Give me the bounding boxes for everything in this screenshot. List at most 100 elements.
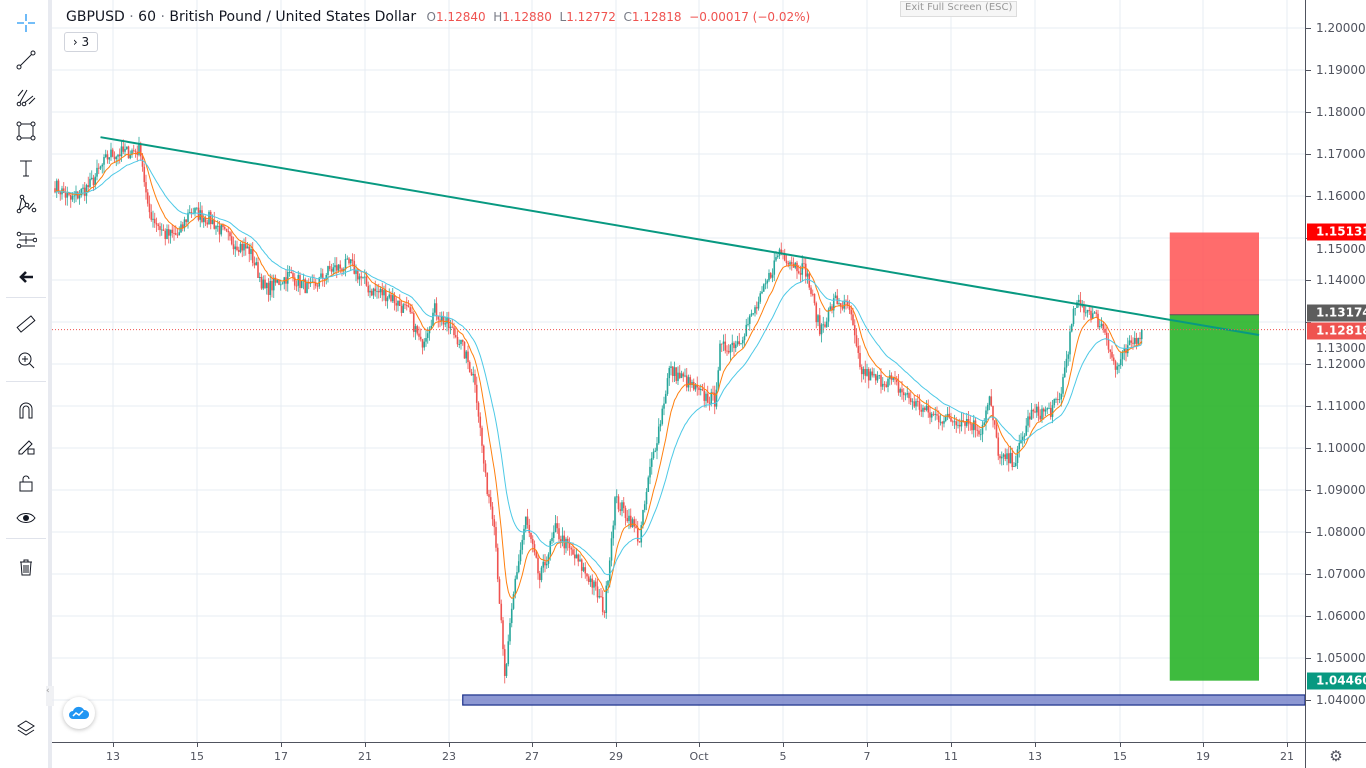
candle [855, 335, 858, 347]
candle [1062, 377, 1064, 394]
eye-icon[interactable] [10, 503, 42, 533]
candle [468, 362, 471, 373]
candle [440, 315, 443, 321]
trash-icon[interactable] [10, 552, 42, 582]
price-chart[interactable] [52, 0, 1306, 742]
candle [132, 150, 135, 152]
candle [309, 282, 312, 284]
candle [680, 373, 683, 378]
candle [349, 259, 352, 264]
candle [69, 194, 72, 200]
candle [899, 389, 902, 393]
unlock-icon[interactable] [10, 468, 42, 498]
candle [1111, 351, 1113, 358]
candle [1004, 454, 1007, 460]
candle [496, 547, 499, 580]
candle [862, 369, 865, 375]
candle [867, 369, 870, 381]
candle [880, 375, 882, 387]
time-tick [783, 743, 784, 747]
candle [162, 229, 165, 231]
candle [524, 516, 527, 529]
candle [619, 509, 622, 511]
candle [631, 519, 634, 527]
time-tick [1287, 743, 1288, 747]
indicators-toggle-button[interactable]: › 3 [64, 32, 98, 52]
candle [664, 393, 667, 404]
candle [71, 196, 74, 200]
time-label: 29 [609, 750, 623, 763]
candle [1013, 466, 1015, 467]
back-arrow-icon[interactable] [10, 262, 42, 292]
candle [533, 544, 536, 553]
candle [988, 396, 991, 405]
candle [519, 549, 522, 562]
candle [362, 276, 364, 278]
candle [622, 502, 625, 509]
candle [934, 414, 937, 415]
candle [1123, 348, 1126, 353]
candle [297, 275, 300, 286]
separator: · [129, 9, 134, 25]
text-icon[interactable] [10, 153, 42, 183]
candle [1056, 399, 1059, 400]
chart-pane[interactable] [52, 0, 1306, 742]
candle [913, 401, 916, 407]
chart-settings-gear-icon[interactable]: ⚙ [1305, 742, 1366, 768]
candle [1067, 354, 1070, 359]
candle [320, 273, 322, 278]
candle [740, 343, 742, 345]
candle [713, 392, 716, 407]
candle [1093, 312, 1096, 314]
symbol[interactable]: GBPUSD [66, 9, 125, 25]
collapse-toolbar-button[interactable]: ‹ [46, 686, 54, 706]
candle [687, 377, 690, 388]
candle [874, 374, 877, 381]
layers-icon[interactable] [10, 714, 42, 744]
pattern-icon[interactable] [10, 189, 42, 219]
candle [451, 326, 454, 328]
candle [1090, 310, 1092, 319]
candle [103, 157, 105, 165]
crosshair-icon[interactable] [10, 8, 42, 38]
candle [666, 378, 669, 394]
candle [673, 367, 676, 376]
rectangle-icon[interactable] [10, 116, 42, 146]
candle [384, 290, 387, 302]
candle [869, 371, 872, 381]
candle [295, 285, 298, 287]
candle [404, 304, 406, 306]
candle [90, 177, 93, 179]
candle [220, 224, 223, 235]
price-tick [1306, 532, 1311, 533]
candle [918, 401, 921, 410]
candle [909, 398, 912, 402]
candle [614, 497, 616, 526]
exit-fullscreen-hint[interactable]: Exit Full Screen (ESC) [900, 1, 1018, 17]
candle [356, 269, 359, 280]
candle [932, 413, 935, 415]
trend-line-icon[interactable] [10, 45, 42, 75]
candle [881, 383, 884, 387]
time-axis[interactable]: 13 15 17 21 23 27 29 Oct 5 7 11 13 15 19 21 [52, 742, 1305, 768]
pitchfork-icon[interactable] [10, 82, 42, 112]
candle [960, 420, 963, 427]
candle [1027, 416, 1029, 426]
candle [475, 384, 478, 403]
draw-lock-pencil-icon[interactable] [10, 431, 42, 461]
magnet-icon[interactable] [10, 395, 42, 425]
candle [663, 403, 665, 409]
candle [281, 283, 284, 285]
candle [789, 262, 791, 265]
time-tick [281, 743, 282, 747]
zoom-in-icon[interactable] [10, 345, 42, 375]
candle [489, 497, 492, 507]
candle [181, 224, 184, 229]
price-axis[interactable]: 1.20000 1.19000 1.18000 1.17000 1.16000 1.150… [1305, 0, 1366, 742]
tradingview-logo-cloud-icon[interactable] [63, 697, 95, 729]
price-label: 1.08000 [1316, 525, 1366, 539]
time-tick [1035, 743, 1036, 747]
ruler-icon[interactable] [10, 309, 42, 339]
candle [139, 144, 142, 157]
long-position-icon[interactable] [10, 225, 42, 255]
